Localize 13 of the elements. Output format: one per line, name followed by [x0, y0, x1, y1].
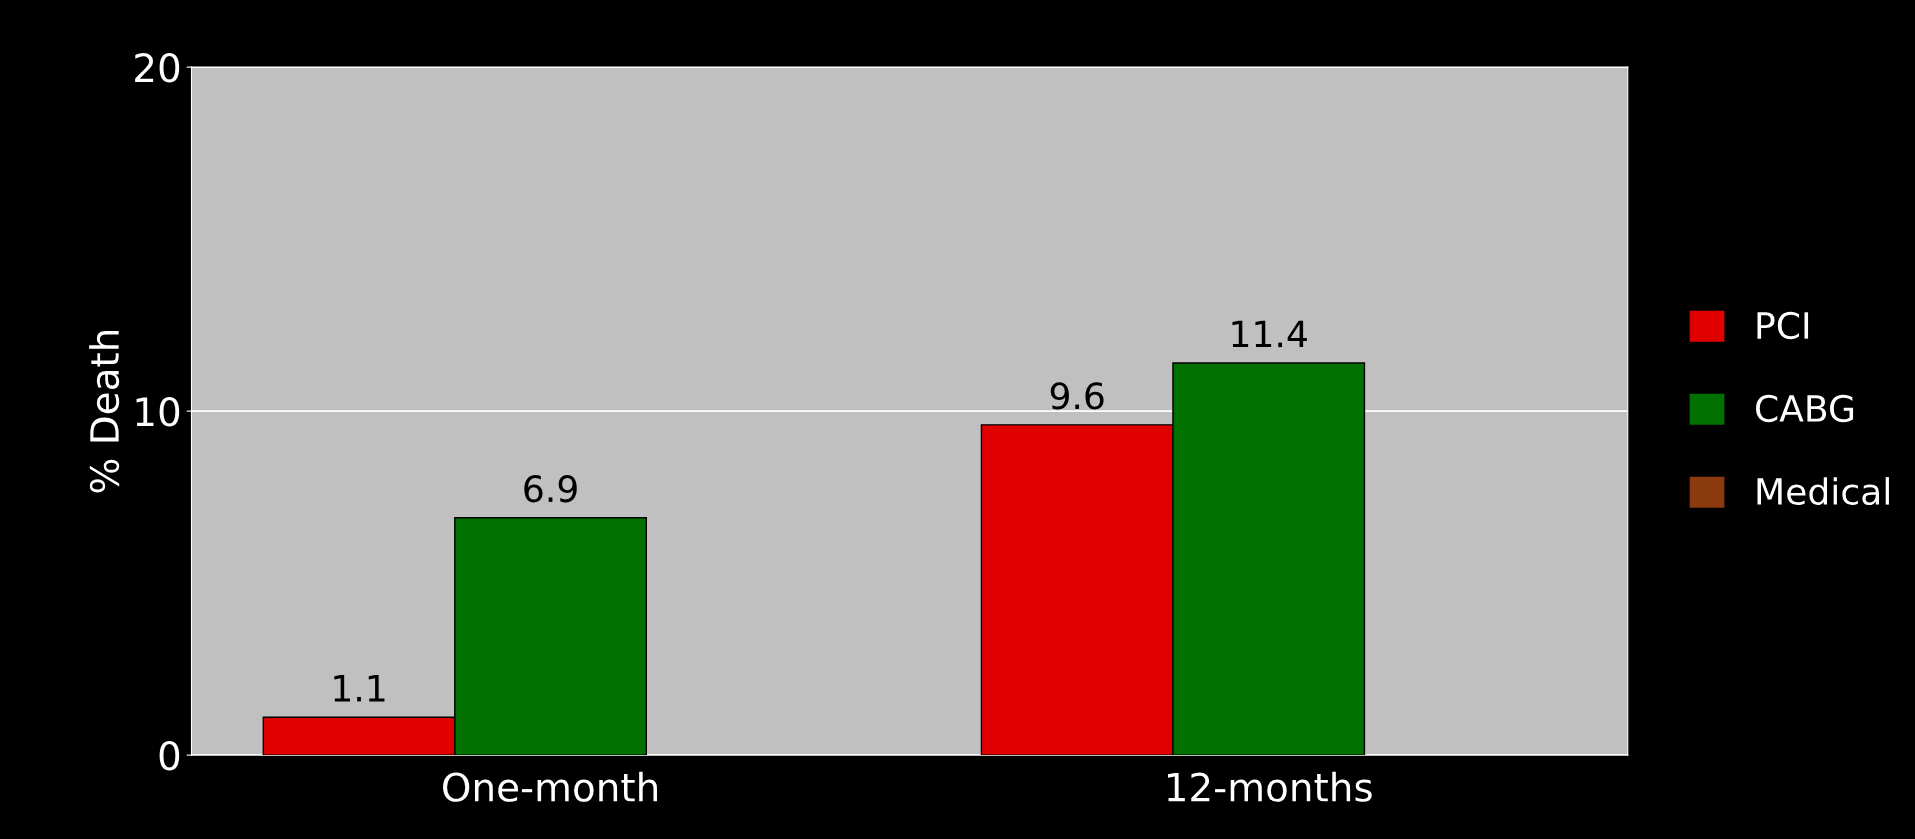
- y-tick-label: 10: [136, 397, 180, 427]
- data-label: 9.6: [1050, 382, 1104, 410]
- y-tick-label: 20: [135, 53, 180, 83]
- legend-label: CABG: [1756, 394, 1854, 423]
- data-label: 1.1: [334, 675, 385, 702]
- data-label: 11.4: [1232, 320, 1307, 348]
- x-tick-label: One-month: [443, 771, 657, 802]
- y-tick-label: 0: [159, 741, 180, 771]
- legend-label: PCI: [1757, 311, 1809, 340]
- y-axis-title: % Death: [89, 330, 120, 493]
- data-label: 6.9: [524, 475, 577, 503]
- legend-label: Medical: [1757, 477, 1889, 506]
- x-tick-label: 12-months: [1167, 771, 1372, 802]
